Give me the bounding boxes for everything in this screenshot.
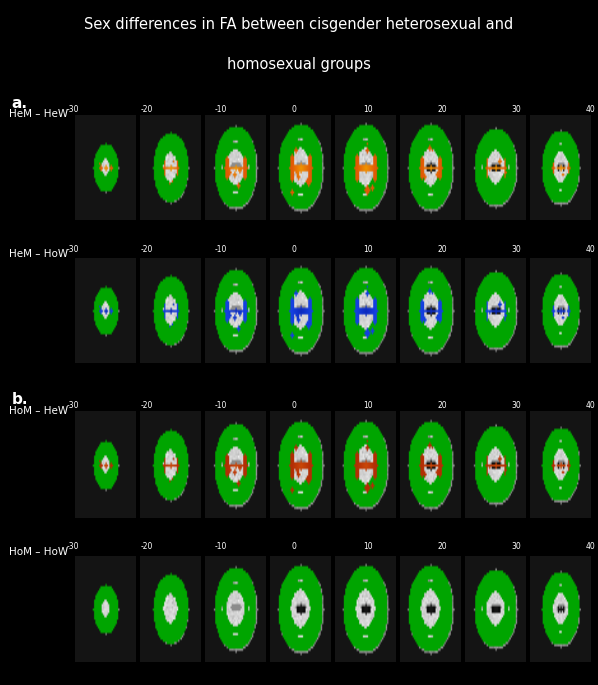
Text: 30: 30 xyxy=(511,245,521,253)
Text: 40: 40 xyxy=(585,543,595,551)
Text: -10: -10 xyxy=(214,543,227,551)
Text: HoM – HoW: HoM – HoW xyxy=(10,547,69,557)
Text: 0: 0 xyxy=(292,543,297,551)
Text: -10: -10 xyxy=(214,245,227,253)
Text: -30: -30 xyxy=(66,245,79,253)
Text: 40: 40 xyxy=(585,245,595,253)
Text: 0: 0 xyxy=(292,401,297,410)
Text: -20: -20 xyxy=(141,543,152,551)
Text: 40: 40 xyxy=(585,401,595,410)
Text: -20: -20 xyxy=(141,105,152,114)
Text: 20: 20 xyxy=(438,105,447,114)
Text: -10: -10 xyxy=(214,105,227,114)
Text: HoM – HeW: HoM – HeW xyxy=(10,406,69,416)
Text: -30: -30 xyxy=(66,401,79,410)
Text: -10: -10 xyxy=(214,401,227,410)
Text: 20: 20 xyxy=(438,401,447,410)
Text: homosexual groups: homosexual groups xyxy=(227,57,371,72)
Text: HeM – HoW: HeM – HoW xyxy=(10,249,69,259)
Text: -20: -20 xyxy=(141,401,152,410)
Text: 10: 10 xyxy=(364,245,373,253)
Text: 30: 30 xyxy=(511,401,521,410)
Text: 10: 10 xyxy=(364,105,373,114)
Text: HeM – HeW: HeM – HeW xyxy=(10,110,69,119)
Text: 0: 0 xyxy=(292,105,297,114)
Text: -30: -30 xyxy=(66,105,79,114)
Text: -20: -20 xyxy=(141,245,152,253)
Text: 20: 20 xyxy=(438,543,447,551)
Text: 30: 30 xyxy=(511,105,521,114)
Text: 10: 10 xyxy=(364,401,373,410)
Text: Sex differences in FA between cisgender heterosexual and: Sex differences in FA between cisgender … xyxy=(84,17,514,32)
Text: -30: -30 xyxy=(66,543,79,551)
Text: 20: 20 xyxy=(438,245,447,253)
Text: a.: a. xyxy=(12,97,28,112)
Text: 30: 30 xyxy=(511,543,521,551)
Text: 0: 0 xyxy=(292,245,297,253)
Text: b.: b. xyxy=(12,393,28,408)
Text: 10: 10 xyxy=(364,543,373,551)
Text: 40: 40 xyxy=(585,105,595,114)
